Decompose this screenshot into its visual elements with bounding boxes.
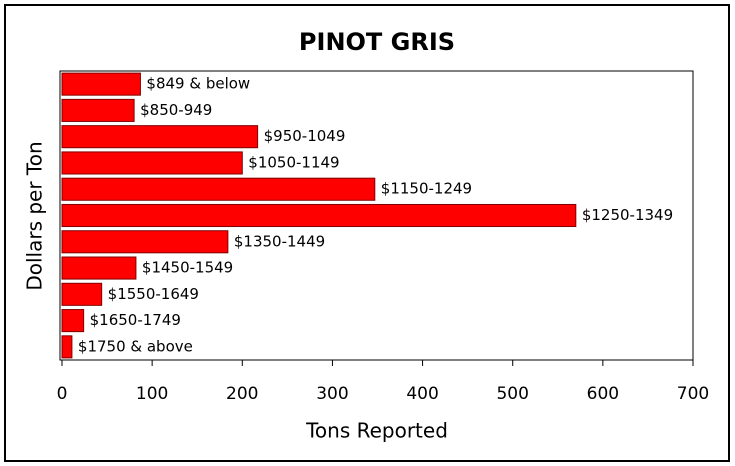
bar-label: $1250-1349 [582,206,673,224]
bar [61,309,85,333]
x-tick-label: 300 [316,384,348,404]
x-tick-label: 0 [57,384,68,404]
bar-label: $1150-1249 [381,180,472,198]
bar [61,177,376,201]
bar-label: $850-949 [140,101,212,119]
bar [61,203,577,228]
bar-label: $1350-1449 [234,232,325,250]
x-tick-label: 700 [677,384,709,404]
x-axis-label: Tons Reported [305,419,448,443]
bar [61,72,141,96]
chart-title: PINOT GRIS [299,28,455,56]
bar [61,282,103,306]
bar [61,256,137,280]
bar-label: $1750 & above [78,337,193,355]
y-axis-label: Dollars per Ton [23,141,47,290]
bar [61,230,229,254]
bar [61,335,73,359]
bar-label: $849 & below [146,75,250,93]
bar-label: $1050-1149 [248,153,339,171]
x-tick-label: 500 [496,384,528,404]
x-tick-label: 400 [406,384,438,404]
plot-frame [59,70,694,361]
bar-label: $950-1049 [264,127,346,145]
bar [61,151,243,175]
bar [61,98,135,122]
bar-label: $1650-1749 [90,311,181,329]
x-tick-label: 600 [587,384,619,404]
bar-label: $1450-1549 [142,259,233,277]
x-tick-label: 100 [136,384,168,404]
bar-label: $1550-1649 [108,285,199,303]
bar [61,125,259,149]
x-tick-label: 200 [226,384,258,404]
